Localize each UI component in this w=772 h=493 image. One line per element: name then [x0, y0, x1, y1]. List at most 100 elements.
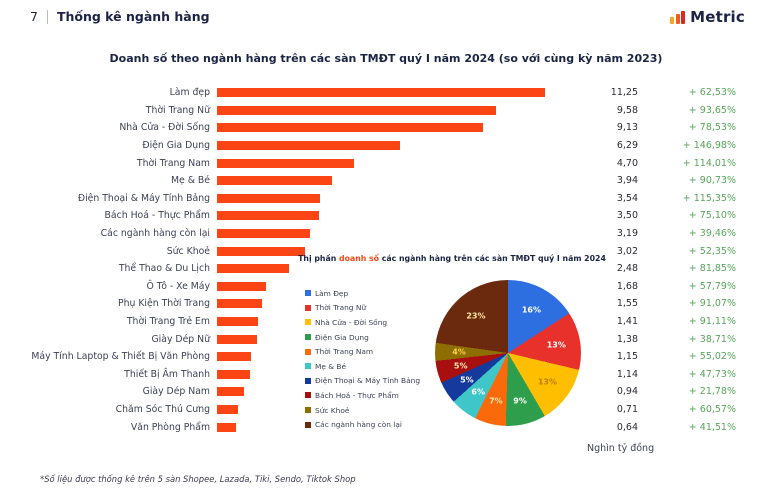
- value-label: 1,41: [616, 316, 638, 328]
- bar-cell: [210, 211, 562, 221]
- category-label: Giày Dép Nữ: [151, 333, 210, 345]
- bar-row: Thời Trang Nữ 9,58 + 93,65%: [0, 102, 736, 120]
- bar: [217, 246, 305, 256]
- pie-circle: [435, 280, 581, 426]
- pie-title-suffix: các ngành hàng trên các sàn TMĐT quý I n…: [379, 254, 606, 263]
- category-label: Thể Thao & Du Lịch: [118, 263, 210, 275]
- pie-legend: Làm Đẹp Thời Trang Nữ Nhà Cửa - Đời Sống Đi…: [305, 286, 420, 432]
- change-label: + 60,57%: [688, 403, 736, 415]
- category-label: Các ngành hàng còn lại: [100, 228, 210, 240]
- bar: [217, 352, 251, 362]
- bar-row: Điện Gia Dụng 6,29 + 146,98%: [0, 137, 736, 155]
- bar-row: Thời Trang Nam 4,70 + 114,01%: [0, 154, 736, 172]
- change-label: + 41,51%: [688, 421, 736, 433]
- change-label: + 90,73%: [688, 175, 736, 187]
- bar-row: Giày Dép Nam 0,94 + 21,78%: [0, 383, 736, 401]
- legend-item: Thời Trang Nữ: [305, 301, 420, 316]
- legend-swatch: [305, 290, 311, 297]
- change-label: + 146,98%: [682, 140, 736, 152]
- legend-swatch: [305, 363, 311, 370]
- category-label: Thời Trang Trẻ Em: [126, 316, 210, 328]
- bar: [217, 176, 332, 186]
- value-label: 1,68: [616, 280, 638, 292]
- pie-inset: Thị phần doanh số các ngành hàng trên cá…: [296, 250, 608, 436]
- bar-cell: [210, 281, 562, 291]
- bar-row: Mẹ & Bé 3,94 + 90,73%: [0, 172, 736, 190]
- legend-label: Làm Đẹp: [315, 288, 349, 298]
- pie-slice-label: 13%: [537, 377, 557, 387]
- bar-cell: [210, 123, 562, 133]
- bar-row: Thiết Bị Âm Thanh 1,14 + 47,73%: [0, 366, 736, 384]
- bar: [217, 387, 245, 397]
- value-label: 3,19: [616, 228, 638, 240]
- legend-item: Điện Gia Dụng: [305, 330, 420, 345]
- value-label: 9,13: [616, 122, 638, 134]
- legend-label: Bách Hoá - Thực Phẩm: [315, 390, 399, 400]
- legend-swatch: [305, 421, 311, 428]
- pie-slice-label: 16%: [521, 305, 541, 315]
- legend-label: Thời Trang Nữ: [315, 303, 367, 313]
- header-divider: [46, 9, 48, 24]
- bar-cell: [210, 422, 562, 432]
- bar: [217, 281, 266, 291]
- bar: [217, 334, 258, 344]
- change-label: + 55,02%: [688, 351, 736, 363]
- category-label: Làm đẹp: [169, 87, 210, 99]
- legend-item: Mẹ & Bé: [305, 359, 420, 374]
- legend-item: Làm Đẹp: [305, 286, 420, 301]
- bar-cell: [210, 158, 562, 168]
- change-label: + 52,35%: [688, 245, 736, 257]
- bar-row: Thời Trang Trẻ Em 1,41 + 91,11%: [0, 313, 736, 331]
- legend-swatch: [305, 392, 311, 399]
- category-label: Sức Khoẻ: [166, 245, 210, 257]
- bar-cell: [210, 246, 562, 256]
- bar: [217, 141, 401, 151]
- legend-swatch: [305, 407, 311, 414]
- legend-item: Bách Hoá - Thực Phẩm: [305, 388, 420, 403]
- bar: [217, 299, 263, 309]
- value-label: 1,15: [616, 351, 638, 363]
- category-label: Điện Gia Dụng: [142, 140, 210, 152]
- pie-slice-label: 6%: [471, 387, 485, 397]
- bar-row: Bách Hoá - Thực Phẩm 3,50 + 75,10%: [0, 207, 736, 225]
- legend-label: Điện Thoại & Máy Tính Bảng: [315, 376, 421, 386]
- category-label: Thiết Bị Âm Thanh: [124, 368, 210, 380]
- legend-item: Các ngành hàng còn lại: [305, 417, 420, 432]
- bar-cell: [210, 141, 562, 151]
- page-number: 7: [30, 9, 38, 24]
- change-label: + 57,79%: [688, 280, 736, 292]
- legend-swatch: [305, 348, 311, 355]
- change-label: + 21,78%: [688, 386, 736, 398]
- change-label: + 62,53%: [688, 87, 736, 99]
- change-label: + 78,53%: [688, 122, 736, 134]
- legend-swatch: [305, 319, 311, 326]
- value-label: 1,55: [616, 298, 638, 310]
- change-label: + 47,73%: [688, 368, 736, 380]
- category-label: Nhà Cửa - Đời Sống: [119, 122, 210, 134]
- bar-row: Sức Khoẻ 3,02 + 52,35%: [0, 242, 736, 260]
- category-label: Văn Phòng Phẩm: [130, 421, 210, 433]
- pie-slice-label: 5%: [460, 375, 474, 385]
- bar: [217, 264, 290, 274]
- bar: [217, 229, 310, 239]
- bar-cell: [210, 387, 562, 397]
- value-label: 0,71: [616, 403, 638, 415]
- value-label: 1,14: [616, 368, 638, 380]
- bar-row: Máy Tính Laptop & Thiết Bị Văn Phòng 1,15…: [0, 348, 736, 366]
- legend-item: Nhà Cửa - Đời Sống: [305, 315, 420, 330]
- category-label: Bách Hoá - Thực Phẩm: [104, 210, 210, 222]
- bar-row: Giày Dép Nữ 1,38 + 38,71%: [0, 330, 736, 348]
- change-label: + 115,35%: [682, 192, 736, 204]
- pie-title-prefix: Thị phần: [298, 254, 340, 263]
- category-label: Chăm Sóc Thú Cưng: [115, 403, 210, 415]
- pie-chart: 16% 13% 13% 9% 7% 6% 5% 5% 4% 23%: [435, 280, 581, 426]
- category-label: Giày Dép Nam: [142, 386, 210, 398]
- bar-cell: [210, 299, 562, 309]
- section-title: Thống kê ngành hàng: [56, 9, 210, 24]
- legend-label: Thời Trang Nam: [315, 347, 374, 357]
- value-label: 6,29: [616, 140, 638, 152]
- bar-cell: [210, 352, 562, 362]
- bar-cell: [210, 404, 562, 414]
- bar-row: Các ngành hàng còn lại 3,19 + 39,46%: [0, 225, 736, 243]
- bar: [217, 404, 238, 414]
